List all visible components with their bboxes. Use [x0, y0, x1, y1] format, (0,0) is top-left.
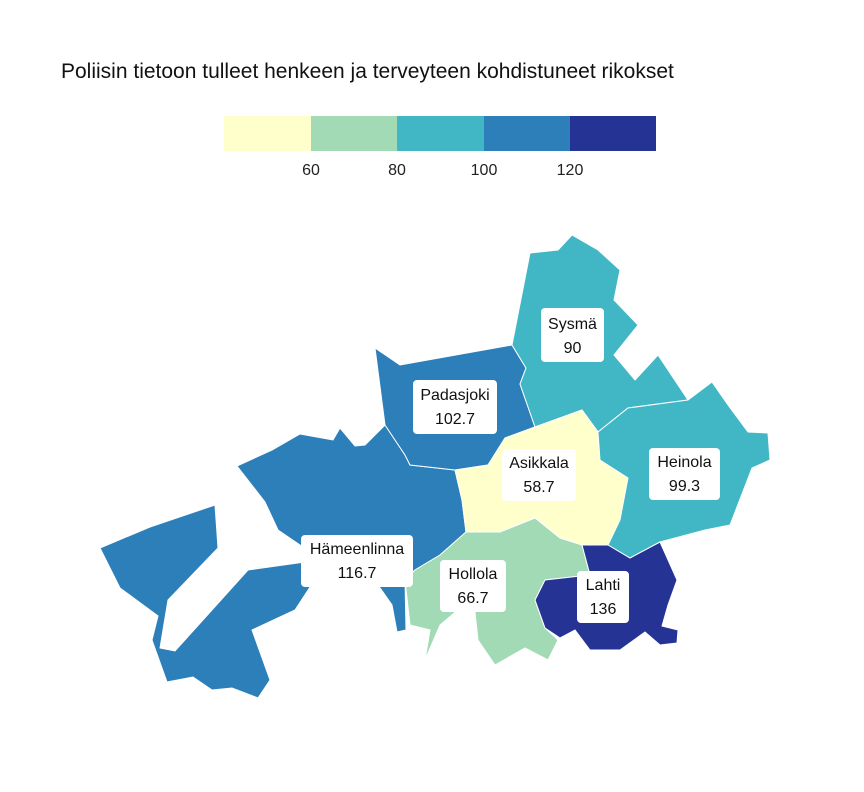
legend-tick-80: 80	[388, 162, 406, 179]
label-name: Hämeenlinna	[310, 541, 404, 558]
legend-tick-60: 60	[302, 162, 320, 179]
label-sysma: Sysmä 90	[541, 308, 604, 362]
label-heinola: Heinola 99.3	[649, 448, 720, 500]
legend-swatch-3	[397, 116, 484, 151]
legend-tick-120: 120	[557, 162, 584, 179]
label-box	[541, 308, 604, 362]
color-legend: 60 80 100 120	[224, 116, 656, 179]
label-name: Heinola	[657, 454, 711, 471]
label-box	[577, 571, 629, 623]
label-padasjoki: Padasjoki 102.7	[413, 380, 497, 434]
label-value: 66.7	[457, 590, 488, 607]
legend-swatch-2	[311, 116, 397, 151]
label-name: Sysmä	[548, 316, 597, 333]
label-box	[301, 535, 413, 587]
label-name: Padasjoki	[420, 387, 489, 404]
legend-swatch-1	[224, 116, 311, 151]
label-value: 99.3	[669, 478, 700, 495]
label-lahti: Lahti 136	[577, 571, 629, 623]
label-box	[502, 449, 576, 501]
label-value: 116.7	[338, 565, 377, 582]
label-value: 136	[590, 601, 617, 618]
label-name: Hollola	[449, 566, 498, 583]
label-value: 90	[564, 340, 582, 357]
label-name: Lahti	[586, 577, 621, 594]
label-box	[440, 560, 506, 612]
label-box	[413, 380, 497, 434]
region-labels: Sysmä 90 Padasjoki 102.7 Asikkala 58.7 H…	[301, 308, 720, 623]
label-box	[649, 448, 720, 500]
label-asikkala: Asikkala 58.7	[502, 449, 576, 501]
legend-swatch-5	[570, 116, 656, 151]
legend-tick-100: 100	[471, 162, 498, 179]
label-hameenlinna: Hämeenlinna 116.7	[301, 535, 413, 587]
label-value: 58.7	[523, 479, 554, 496]
map-title: Poliisin tietoon tulleet henkeen ja terv…	[61, 60, 674, 83]
label-hollola: Hollola 66.7	[440, 560, 506, 612]
label-name: Asikkala	[509, 455, 569, 472]
label-value: 102.7	[435, 411, 475, 428]
legend-swatch-4	[484, 116, 570, 151]
